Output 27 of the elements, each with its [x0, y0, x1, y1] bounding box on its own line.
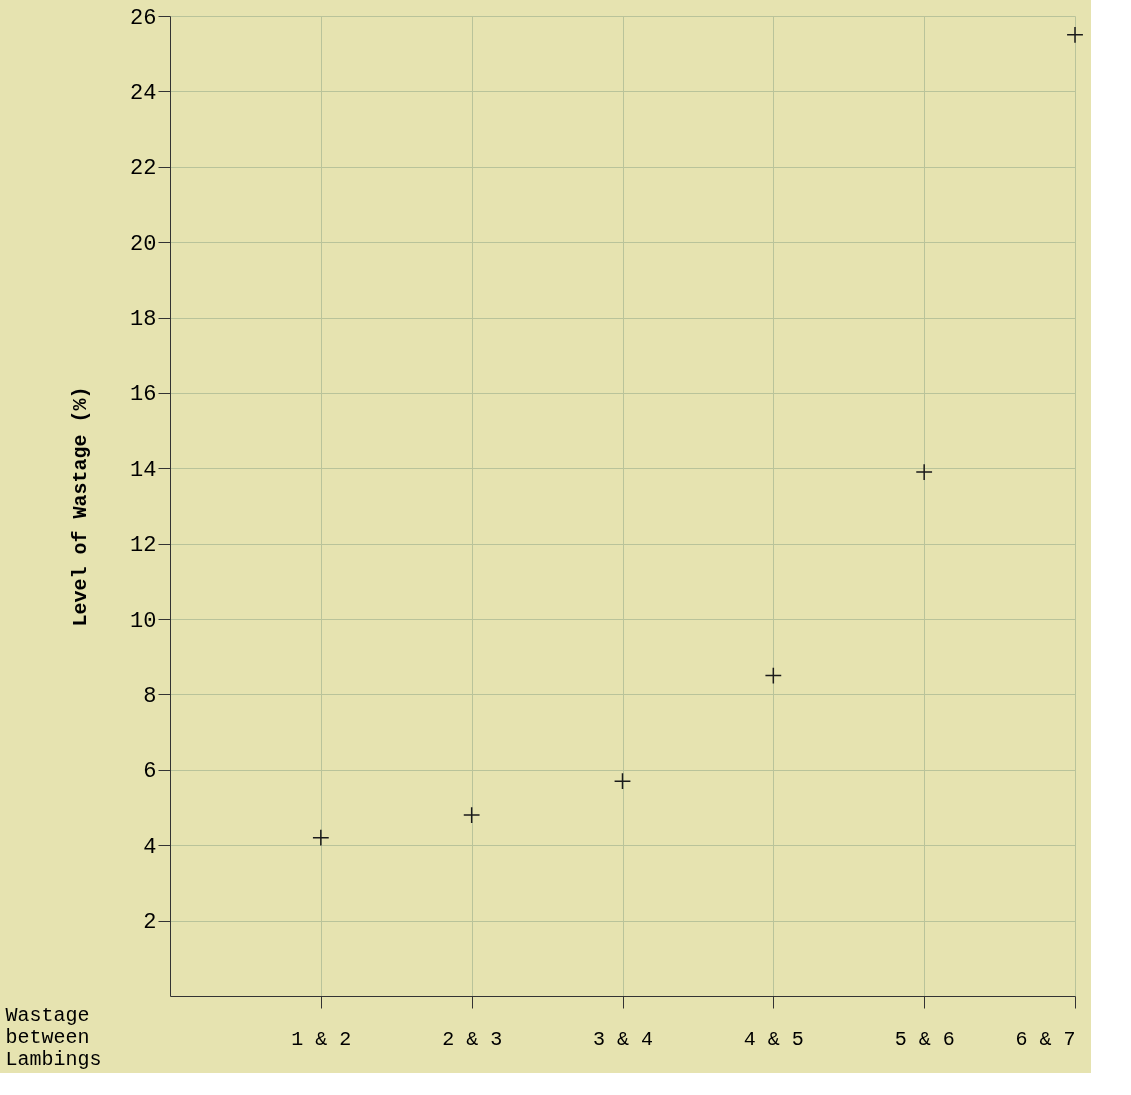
- x-tick-label: 4 & 5: [743, 1027, 804, 1051]
- y-tick-label: 24: [130, 80, 157, 106]
- x-tick-label: 1 & 2: [291, 1027, 352, 1051]
- y-tick-label: 14: [130, 457, 157, 483]
- point: [613, 772, 632, 790]
- y-tick-label: 6: [143, 759, 157, 785]
- y-tick-label: 26: [130, 5, 157, 31]
- y-tick-label: 18: [130, 307, 157, 333]
- x-tick-label: 5 & 6: [894, 1027, 955, 1051]
- y-tick-label: 12: [130, 533, 157, 559]
- x-tick-label: 2 & 3: [442, 1027, 503, 1051]
- y-tick-label: 8: [143, 683, 157, 709]
- y-tick-label: 10: [130, 608, 157, 634]
- x-tick-label: 3 & 4: [592, 1027, 654, 1051]
- point: [764, 666, 782, 685]
- point: [463, 806, 481, 824]
- x-axis-title: Wastage between Lambings: [5, 1003, 102, 1071]
- point: [1066, 26, 1084, 44]
- y-tick-label: 20: [130, 231, 157, 257]
- x-tick-label: 6 & 7: [1015, 1027, 1076, 1051]
- point: [312, 829, 330, 847]
- y-tick-label: 2: [143, 910, 157, 936]
- y-tick-label: 4: [143, 834, 157, 860]
- y-axis-title: Level of Wastage (%): [69, 386, 93, 627]
- point: [915, 463, 933, 481]
- y-tick-label: 22: [130, 156, 157, 182]
- y-tick-label: 16: [130, 382, 157, 408]
